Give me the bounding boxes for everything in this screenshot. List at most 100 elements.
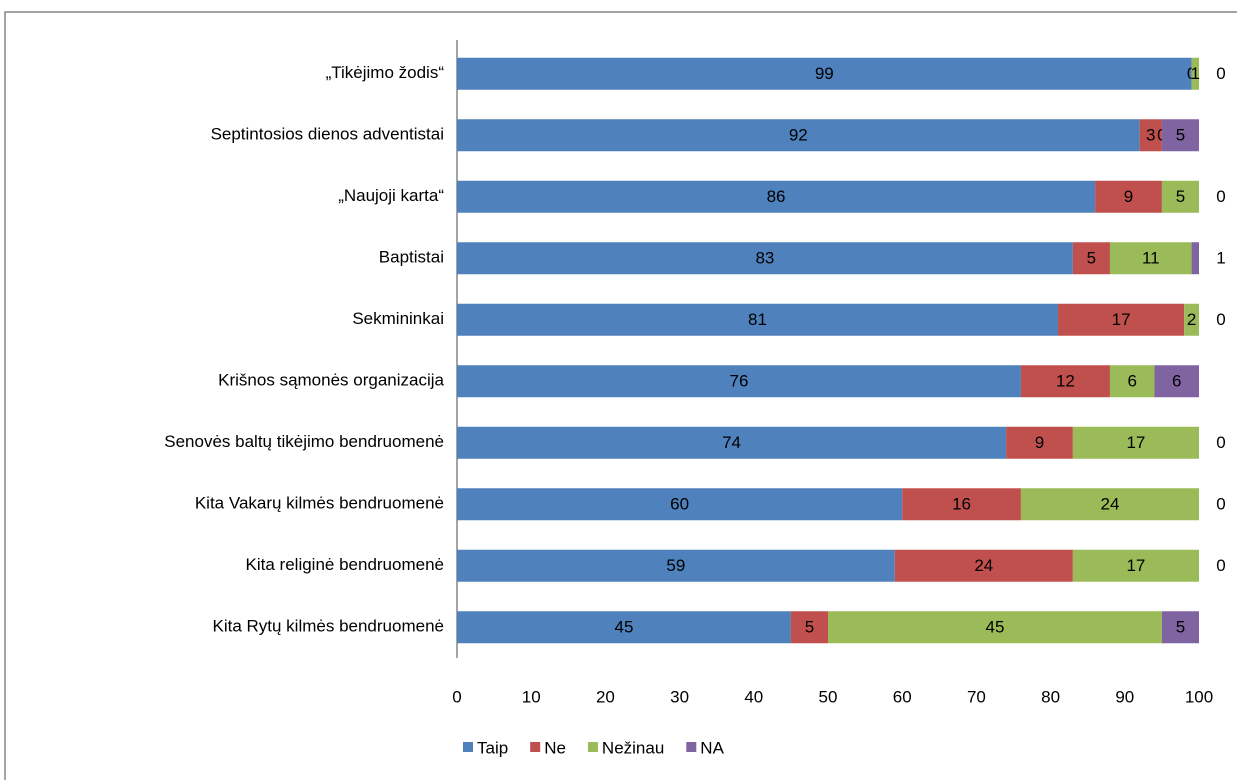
data-label: 5 bbox=[1087, 249, 1096, 268]
legend-label: NA bbox=[700, 738, 724, 757]
x-tick-label: 90 bbox=[1115, 687, 1134, 706]
y-tick-label: „Tikėjimo žodis“ bbox=[326, 63, 445, 82]
data-label: 6 bbox=[1172, 372, 1181, 391]
bar-segment bbox=[1184, 303, 1199, 336]
bar-segment bbox=[1072, 242, 1110, 275]
legend-swatch bbox=[530, 742, 541, 752]
bar-segment bbox=[1020, 365, 1110, 398]
data-label: 92 bbox=[789, 126, 808, 145]
y-tick-label: Baptistai bbox=[379, 248, 444, 267]
data-label: 0 bbox=[1216, 64, 1225, 83]
bar-segment bbox=[457, 119, 1140, 152]
y-tick-label: Krišnos sąmonės organizacija bbox=[218, 371, 444, 390]
x-tick-label: 30 bbox=[670, 687, 689, 706]
data-label: 17 bbox=[1112, 310, 1131, 329]
x-tick-label: 70 bbox=[967, 687, 986, 706]
chart-border bbox=[4, 11, 1237, 780]
bar-segment bbox=[1058, 303, 1185, 336]
data-label: 0 bbox=[1216, 433, 1225, 452]
bar-segment bbox=[1095, 180, 1162, 213]
bar-segment bbox=[1191, 242, 1199, 275]
data-label: 99 bbox=[815, 64, 834, 83]
bar-segment bbox=[457, 242, 1073, 275]
data-label: 3 bbox=[1146, 126, 1155, 145]
data-label: 11 bbox=[1142, 249, 1160, 268]
legend-swatch bbox=[587, 742, 598, 752]
data-label: 6 bbox=[1127, 372, 1136, 391]
data-label: 60 bbox=[670, 495, 689, 514]
bar-segment bbox=[457, 488, 903, 521]
data-label: 9 bbox=[1035, 433, 1044, 452]
data-label: 0 bbox=[1216, 310, 1225, 329]
data-label: 17 bbox=[1126, 433, 1145, 452]
bar-segment bbox=[894, 549, 1073, 582]
data-label: 1 bbox=[1191, 64, 1200, 83]
data-label: 16 bbox=[952, 495, 971, 514]
x-tick-label: 80 bbox=[1041, 687, 1060, 706]
data-label: 5 bbox=[805, 618, 814, 637]
bar-segment bbox=[1161, 119, 1199, 152]
data-label: 2 bbox=[1187, 310, 1196, 329]
data-label: 0 bbox=[1216, 556, 1225, 575]
bar-segment bbox=[1072, 426, 1199, 459]
x-tick-label: 60 bbox=[893, 687, 912, 706]
x-tick-label: 100 bbox=[1185, 687, 1213, 706]
bar-segment bbox=[457, 57, 1192, 90]
y-tick-label: Senovės baltų tikėjimo bendruomenė bbox=[164, 432, 444, 451]
data-label: 76 bbox=[729, 372, 748, 391]
bar-segment bbox=[1072, 549, 1199, 582]
data-label: 24 bbox=[974, 556, 993, 575]
data-label: 5 bbox=[1176, 618, 1185, 637]
y-tick-label: Sekmininkai bbox=[352, 309, 444, 328]
bar-segment bbox=[1191, 57, 1199, 90]
bar-segment bbox=[457, 426, 1007, 459]
y-tick-label: Kita Rytų kilmės bendruomenė bbox=[212, 617, 444, 636]
y-tick-label: Kita religinė bendruomenė bbox=[246, 555, 444, 574]
data-label: 5 bbox=[1176, 126, 1185, 145]
x-tick-label: 20 bbox=[596, 687, 615, 706]
data-label: 83 bbox=[755, 249, 774, 268]
data-label: 86 bbox=[767, 187, 786, 206]
data-label: 45 bbox=[985, 618, 1004, 637]
bar-segment bbox=[457, 303, 1059, 336]
data-label: 0 bbox=[1216, 187, 1225, 206]
bar-segment bbox=[1161, 180, 1199, 213]
bar-segment bbox=[1161, 611, 1199, 644]
bar-segment bbox=[1109, 365, 1155, 398]
bar-segment bbox=[1154, 365, 1199, 398]
data-label: 9 bbox=[1124, 187, 1133, 206]
data-label: 74 bbox=[722, 433, 741, 452]
y-tick-label: Septintosios dienos adventistai bbox=[211, 125, 444, 144]
data-label: 45 bbox=[614, 618, 633, 637]
x-tick-label: 50 bbox=[819, 687, 838, 706]
data-label: 0 bbox=[1216, 495, 1225, 514]
bar-segment bbox=[1109, 242, 1192, 275]
bar-segment bbox=[902, 488, 1021, 521]
data-label: 81 bbox=[748, 310, 767, 329]
data-label: 1 bbox=[1216, 249, 1225, 268]
bar-segment bbox=[828, 611, 1162, 644]
legend-swatch bbox=[686, 742, 697, 752]
x-tick-label: 0 bbox=[452, 687, 461, 706]
data-label: 59 bbox=[666, 556, 685, 575]
bar-segment bbox=[790, 611, 828, 644]
bar-segment bbox=[1006, 426, 1073, 459]
y-tick-label: Kita Vakarų kilmės bendruomenė bbox=[195, 494, 444, 513]
bar-segment bbox=[457, 365, 1021, 398]
bar-segment bbox=[1020, 488, 1199, 521]
legend-label: Ne bbox=[544, 738, 566, 757]
data-label: 12 bbox=[1056, 372, 1075, 391]
bar-segment bbox=[457, 180, 1096, 213]
data-label: 17 bbox=[1126, 556, 1145, 575]
legend-swatch bbox=[463, 742, 473, 752]
x-tick-label: 10 bbox=[522, 687, 541, 706]
legend-label: Nežinau bbox=[602, 738, 664, 757]
bar-segment bbox=[1139, 119, 1162, 152]
data-label: 24 bbox=[1100, 495, 1119, 514]
data-label: 5 bbox=[1176, 187, 1185, 206]
bar-segment bbox=[457, 611, 791, 644]
bar-segment bbox=[457, 549, 895, 582]
y-tick-label: „Naujoji karta“ bbox=[338, 186, 444, 205]
x-tick-label: 40 bbox=[744, 687, 763, 706]
